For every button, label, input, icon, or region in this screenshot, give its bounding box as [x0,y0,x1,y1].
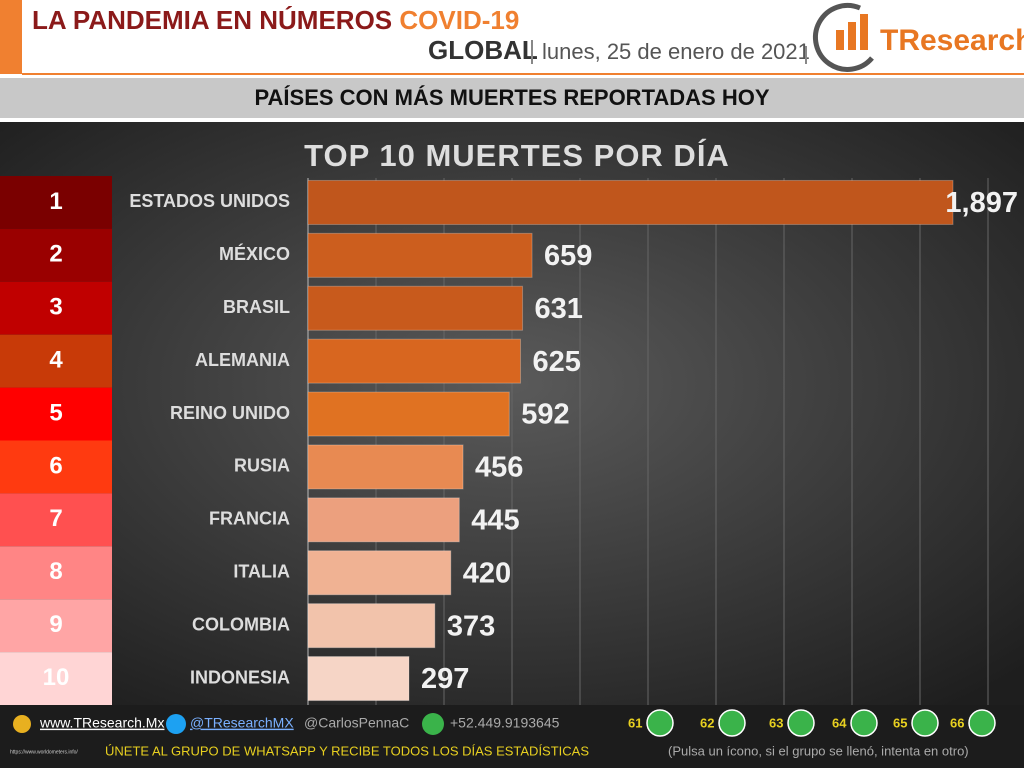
whatsapp-group-icon[interactable] [850,709,878,737]
whatsapp-group-icon[interactable] [787,709,815,737]
category-label: BRASIL [223,297,290,317]
chart-title: TOP 10 MUERTES POR DÍA [304,138,730,173]
banner: PAÍSES CON MÁS MUERTES REPORTADAS HOY [254,85,769,110]
category-label: RUSIA [234,456,290,476]
rank: 7 [49,505,62,532]
whatsapp-groups: 61 62 63 64 65 66 [628,709,996,737]
category-label: COLOMBIA [192,614,290,634]
rank-cell [0,228,112,282]
group-number: 63 [769,715,783,730]
rank-cell [0,281,112,335]
bar [307,285,524,331]
value-label: 625 [533,346,581,378]
whatsapp-group-icon[interactable] [911,709,939,737]
rank-cell [0,652,112,705]
category-label: ALEMANIA [195,350,290,370]
value-label: 456 [475,452,523,484]
bar [307,391,510,437]
rank: 1 [49,188,62,215]
bar [307,550,452,596]
value-label: 297 [421,663,469,695]
rank-cell [0,493,112,547]
scope: GLOBAL [428,35,538,65]
bar [307,603,436,649]
twitter-2: @CarlosPennaC [304,715,409,731]
bar [307,444,464,490]
twitter[interactable]: @TResearchMX [190,715,294,731]
whatsapp-icon [422,713,444,735]
note: (Pulsa un ícono, si el grupo se llenó, i… [668,743,969,758]
call-to-action: ÚNETE AL GRUPO DE WHATSAPP Y RECIBE TODO… [105,743,589,758]
rank-cell [0,546,112,600]
value-label: 373 [447,610,495,642]
rank: 8 [49,558,62,585]
bar [307,179,954,225]
rank: 3 [49,294,62,321]
group-number: 65 [893,715,907,730]
rank-cell [0,440,112,494]
source: https://www.worldometers.info/ [10,749,78,755]
bar [307,656,410,702]
banner-bg [0,78,1024,118]
category-label: MÉXICO [219,243,290,264]
value-label: 445 [471,505,519,537]
category-label: FRANCIA [209,509,290,529]
phone: +52.449.9193645 [450,715,560,731]
value-label: 659 [544,240,592,272]
website[interactable]: www.TResearch.Mx [39,715,164,731]
group-number: 61 [628,715,642,730]
category-label: ESTADOS UNIDOS [129,191,290,211]
rank: 2 [49,241,62,268]
rank: 9 [49,611,62,638]
category-label: REINO UNIDO [170,403,290,423]
whatsapp-group-icon[interactable] [718,709,746,737]
title-highlight: COVID-19 [399,5,519,35]
whatsapp-group-icon[interactable] [968,709,996,737]
rank: 10 [43,664,70,691]
title-main: LA PANDEMIA EN NÚMEROS [32,5,392,35]
whatsapp-group-icon[interactable] [646,709,674,737]
header-accent [0,0,22,74]
rank-cell [0,334,112,388]
group-number: 66 [950,715,964,730]
twitter-icon [166,714,186,734]
value-label: 592 [521,399,569,431]
header-title: LA PANDEMIA EN NÚMEROS COVID-19 [32,5,519,35]
bar [307,232,533,278]
group-number: 62 [700,715,714,730]
category-label: ITALIA [233,562,290,582]
rank: 5 [49,399,62,426]
rank: 6 [49,452,62,479]
date: lunes, 25 de enero de 2021 [542,39,810,64]
globe-icon [13,715,31,733]
logo-text: TResearch [880,24,1024,57]
rank-cell [0,176,112,229]
rank: 4 [49,346,63,373]
logo-icon [813,2,874,72]
value-label: 420 [463,557,511,589]
group-number: 64 [832,715,847,730]
value-label: 1,897 [945,187,1018,219]
category-label: INDONESIA [190,667,290,687]
rank-cell [0,599,112,653]
value-label: 631 [535,293,583,325]
rank-cell [0,387,112,441]
bar [307,338,521,384]
bar [307,497,460,543]
